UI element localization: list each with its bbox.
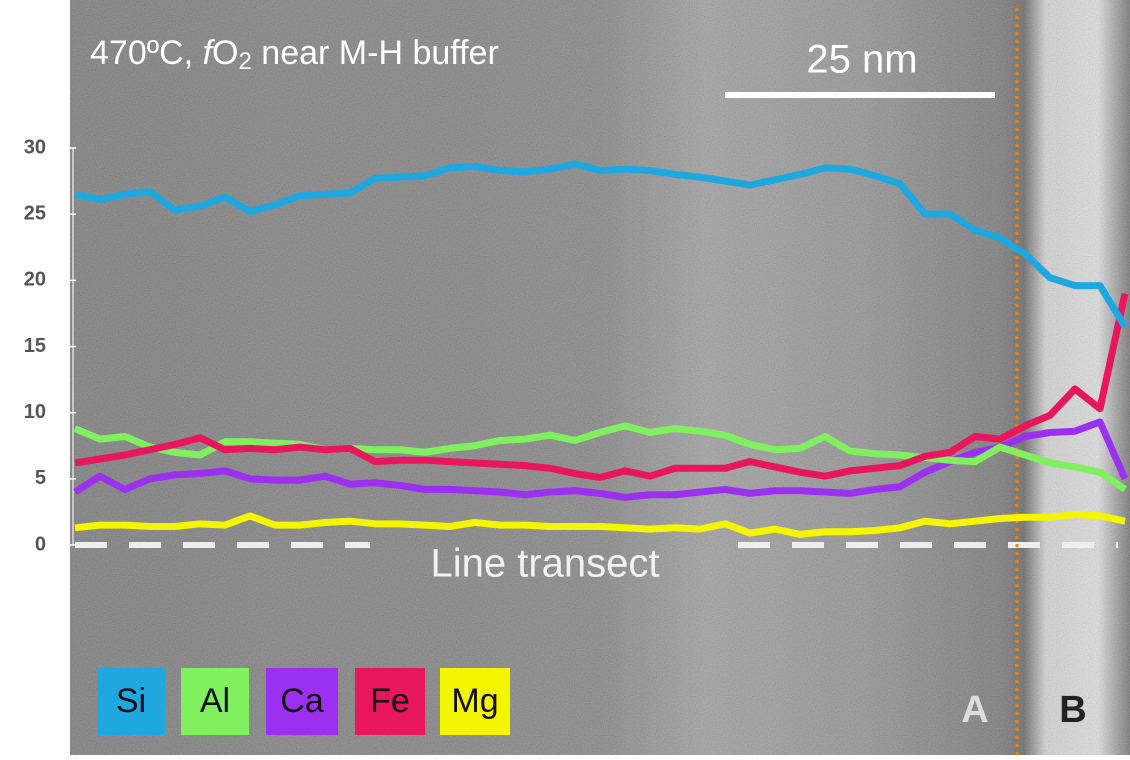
legend-swatch <box>97 668 165 735</box>
zone-label: B <box>1059 689 1086 731</box>
y-tick-label: 25 <box>24 202 46 224</box>
series-line <box>73 422 1127 493</box>
y-tick-label: 0 <box>35 533 46 555</box>
legend-swatch <box>440 668 510 735</box>
legend-label: Si <box>116 682 146 720</box>
legend-label: Ca <box>280 682 324 720</box>
series-line <box>74 292 1129 482</box>
micrograph <box>70 0 1130 755</box>
title-part: O <box>212 34 238 72</box>
legend-swatch <box>355 668 425 735</box>
series-line <box>74 511 1126 538</box>
scale-bar-label: 25 nm <box>806 38 917 82</box>
zone-label: A <box>961 689 988 731</box>
title-part: 2 <box>239 48 252 75</box>
plot-area <box>73 160 1129 538</box>
legend-label: Al <box>200 682 230 720</box>
y-tick-label: 30 <box>24 136 46 158</box>
y-tick-label: 5 <box>35 467 46 489</box>
transect-label: Line transect <box>430 542 659 586</box>
chart-title: 470ºC, fO2 near M-H buffer <box>90 34 499 75</box>
legend-label: Mg <box>451 682 498 720</box>
title-part: 470ºC, <box>90 34 203 72</box>
legend-label: Fe <box>370 682 410 720</box>
legend-swatch <box>181 668 249 735</box>
y-tick-label: 10 <box>24 401 46 423</box>
y-tick-label: 20 <box>24 269 46 291</box>
title-part: near M-H buffer <box>252 34 499 72</box>
legend-swatch <box>266 668 338 735</box>
legend: Si Al Ca Fe Mg <box>97 668 510 735</box>
image-noise <box>70 0 1130 755</box>
y-tick-label: 15 <box>24 335 46 357</box>
series-line <box>74 160 1128 329</box>
